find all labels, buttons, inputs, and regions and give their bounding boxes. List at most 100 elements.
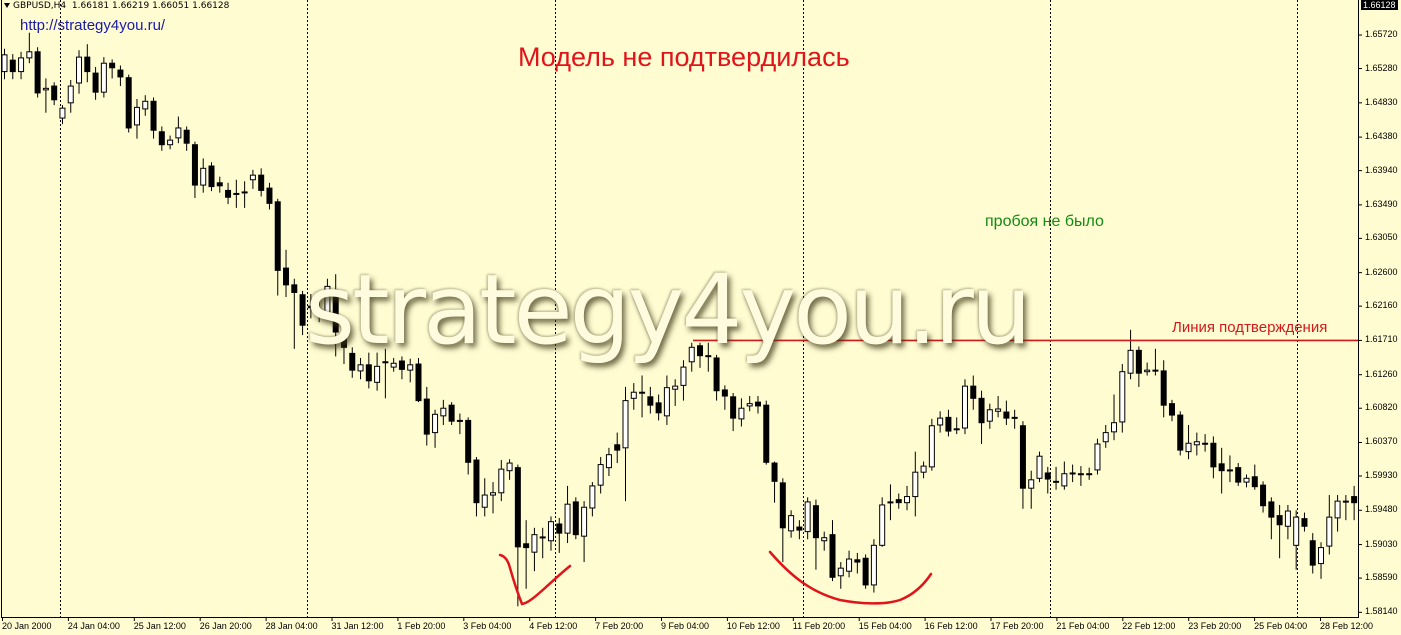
candle-body-bear (191, 144, 198, 186)
candle (730, 392, 737, 432)
candle-body-bear (34, 51, 41, 94)
time-label: 3 Feb 04:00 (463, 621, 512, 631)
candle (357, 357, 364, 380)
candle-body-bull (937, 417, 944, 426)
candle-body-bear (117, 69, 124, 78)
candle (556, 517, 563, 553)
candle (887, 484, 894, 521)
candle-body-bear (829, 534, 836, 578)
candle (904, 485, 911, 511)
candle-body-bull (928, 425, 935, 468)
candle (473, 456, 480, 517)
candle-body-bull (1284, 510, 1291, 527)
candle-body-bear (109, 62, 116, 69)
site-url-link[interactable]: http://strategy4you.ru/ (20, 17, 166, 34)
candle (854, 552, 861, 574)
candle-body-bull (995, 408, 1002, 412)
candle-body-bull (1152, 369, 1159, 372)
candle-body-bear (796, 526, 803, 531)
candle-body-bull (26, 51, 33, 59)
candle (912, 451, 919, 517)
candle (639, 375, 646, 418)
candle-body-bear (1177, 414, 1184, 451)
candle (258, 168, 265, 197)
candle (622, 386, 629, 502)
price-label: 1.63940 (1365, 164, 1398, 175)
candle (995, 396, 1002, 418)
candle-body-bear (647, 396, 654, 406)
candle-body-bear (1260, 484, 1267, 507)
candle (1086, 467, 1093, 480)
candle-body-bull (1102, 432, 1109, 443)
candle-body-bear (1309, 540, 1316, 566)
candle (837, 562, 844, 589)
candle-body-bull (67, 85, 74, 104)
candle (266, 182, 273, 210)
candle-body-bull (498, 468, 505, 494)
candle-body-bull (133, 106, 140, 126)
candle-body-bear (299, 294, 306, 326)
candle (614, 432, 621, 464)
candle-body-bull (167, 139, 174, 146)
price-label: 1.58590 (1365, 572, 1398, 583)
candle (879, 497, 886, 547)
current-price-label: 1.66128 (1361, 0, 1398, 10)
candle (1226, 455, 1233, 483)
candle-body-bull (837, 567, 844, 577)
candle-body-bear (754, 401, 761, 407)
candle-body-bear (183, 129, 190, 144)
candle (1235, 463, 1242, 486)
candle-body-bull (887, 501, 894, 504)
candle-body-bull (564, 503, 571, 534)
time-label: 1 Feb 20:00 (397, 621, 446, 631)
candle (183, 126, 190, 151)
candle-body-bull (1202, 442, 1209, 445)
candle (225, 182, 232, 205)
candle-body-bull (672, 385, 679, 390)
candle-body-bull (663, 387, 670, 417)
candle-body-bull (953, 428, 960, 431)
candle (117, 65, 124, 87)
candle (978, 390, 985, 445)
candle (1102, 424, 1109, 448)
candle-body-bear (854, 559, 861, 563)
confirmation-line-label: Линия подтверждения (1172, 319, 1328, 336)
price-label: 1.65280 (1365, 62, 1398, 73)
candle (200, 158, 207, 193)
candle (415, 357, 422, 403)
candle (523, 520, 530, 589)
time-label: 16 Feb 12:00 (924, 621, 978, 631)
candle (481, 478, 488, 517)
candle (804, 497, 811, 540)
candle (92, 67, 99, 100)
candle (597, 456, 604, 494)
candle-body-bear (1044, 472, 1051, 480)
price-label: 1.58140 (1365, 606, 1398, 617)
candle (937, 411, 944, 433)
candle-body-bull (241, 191, 248, 194)
candle-body-bear (945, 416, 952, 432)
candle (572, 497, 579, 540)
candle-body-bull (1226, 469, 1233, 472)
candle-body-bear (1301, 518, 1308, 527)
candle (299, 290, 306, 336)
candle (829, 520, 836, 582)
candle-body-bear (51, 85, 58, 101)
price-label: 1.61260 (1365, 368, 1398, 379)
candle-body-bull (249, 174, 256, 181)
candle-body-bull (1127, 349, 1134, 374)
candle-body-bull (581, 506, 588, 537)
candle-body-bull (746, 403, 753, 407)
candle (796, 520, 803, 540)
candle-body-bear (556, 523, 563, 534)
candle (456, 413, 463, 435)
candle (498, 460, 505, 502)
candle-body-bull (589, 485, 596, 509)
dropdown-triangle-icon[interactable] (4, 3, 10, 8)
candle (274, 198, 281, 296)
candle-body-bear (862, 557, 869, 586)
candle (18, 51, 25, 80)
candle (1293, 510, 1300, 570)
candle-body-bear (812, 505, 819, 539)
